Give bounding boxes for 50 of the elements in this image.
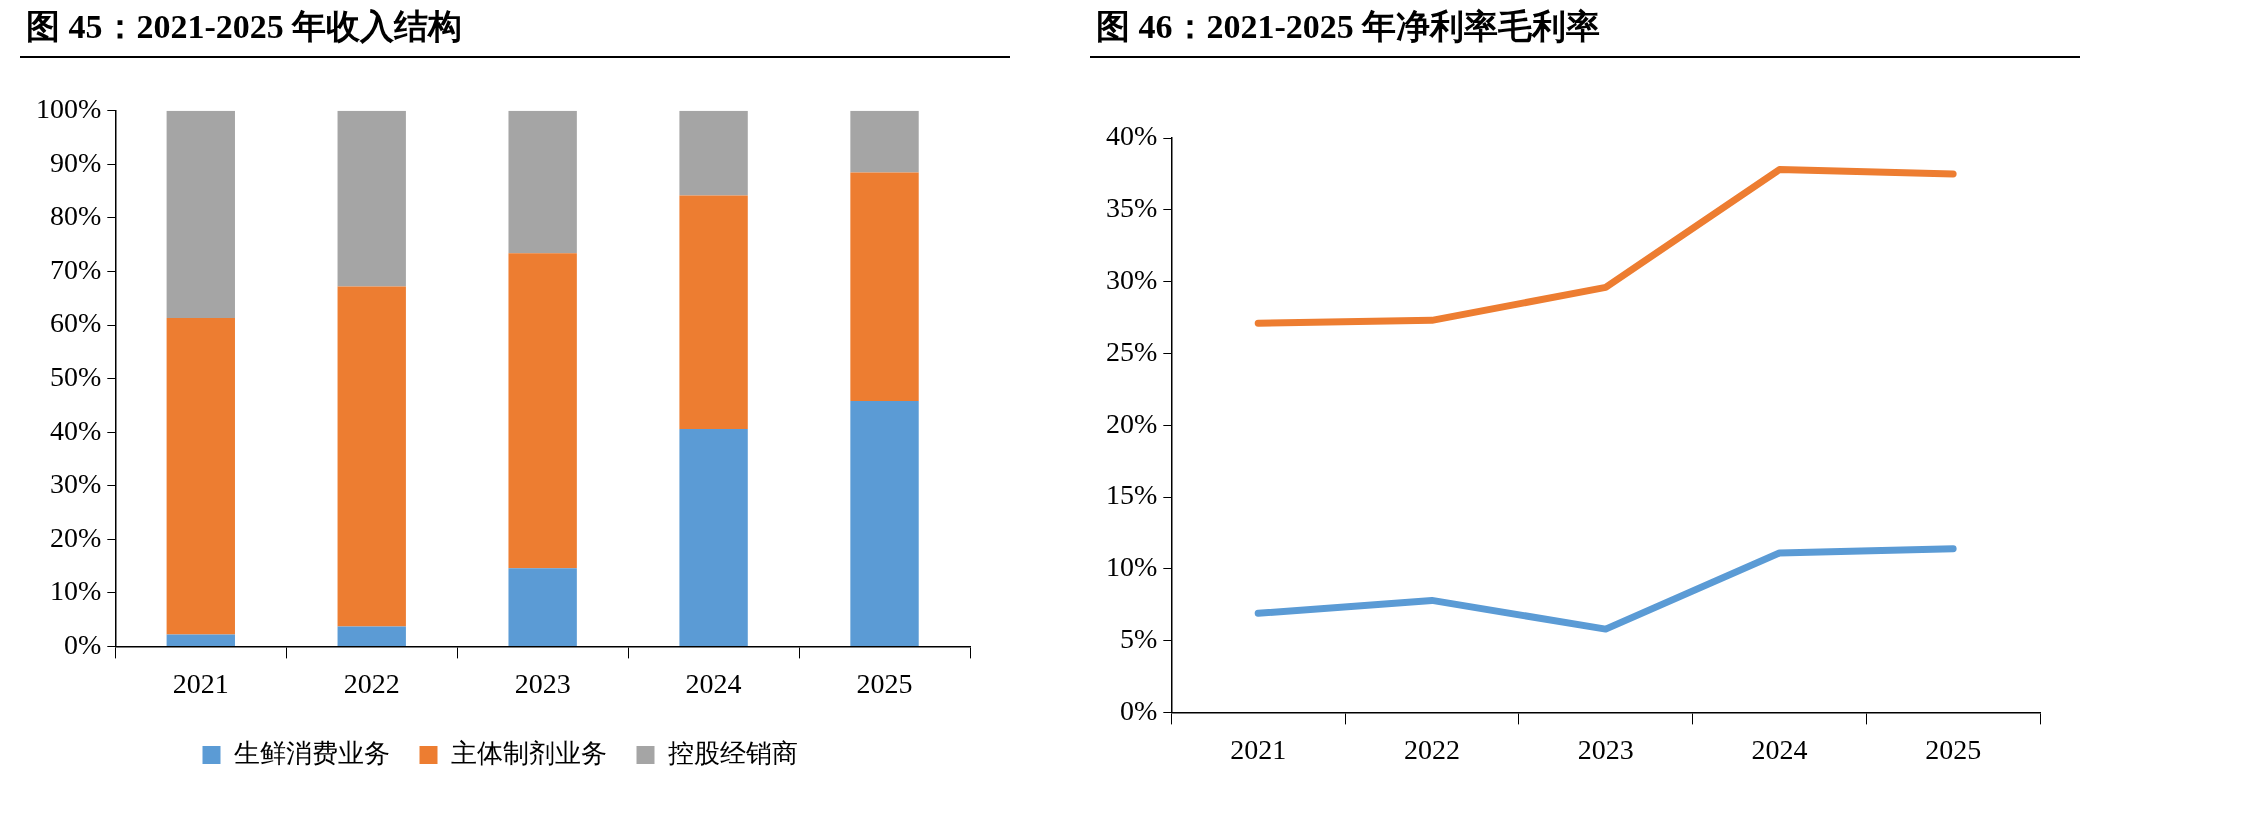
y-tick-label: 90% [50, 146, 102, 178]
y-tick-label: 25% [1106, 335, 1158, 367]
bar [337, 110, 406, 287]
bar [508, 253, 577, 569]
legend-label: 生鲜消费业务 [233, 737, 390, 768]
y-tick-label: 0% [64, 628, 102, 660]
x-tick-label: 2022 [343, 667, 400, 699]
chart-title: 图 46：2021-2025 年净利率毛利率 [1090, 0, 2080, 58]
y-tick-label: 30% [1106, 263, 1158, 295]
legend-label: 控股经销商 [667, 737, 798, 768]
y-tick-label: 10% [50, 575, 102, 607]
x-tick-label: 2025 [856, 667, 913, 699]
chart-title: 图 45：2021-2025 年收入结构 [20, 0, 1010, 58]
legend-label: 主体制剂业务 [450, 737, 607, 768]
y-tick-label: 20% [1106, 407, 1158, 439]
x-tick-label: 2024 [685, 667, 742, 699]
y-tick-label: 40% [50, 414, 102, 446]
bar [337, 286, 406, 627]
y-tick-label: 80% [50, 200, 102, 232]
y-tick-label: 40% [1106, 120, 1158, 152]
bar [679, 195, 748, 429]
bar [166, 634, 235, 646]
y-tick-label: 100% [36, 93, 102, 125]
y-tick-label: 10% [1106, 551, 1158, 583]
bar [166, 110, 235, 319]
y-tick-label: 30% [50, 468, 102, 500]
y-tick-label: 50% [50, 360, 102, 392]
x-tick-label: 2021 [1230, 733, 1287, 765]
bar [508, 568, 577, 646]
bar [166, 318, 235, 635]
x-tick-label: 2025 [1925, 733, 1982, 765]
y-tick-label: 15% [1106, 479, 1158, 511]
y-tick-label: 0% [1120, 694, 1158, 726]
x-tick-label: 2023 [514, 667, 571, 699]
bar [508, 110, 577, 254]
x-tick-label: 2021 [172, 667, 229, 699]
bar [850, 172, 919, 402]
x-tick-label: 2024 [1751, 733, 1808, 765]
x-tick-label: 2023 [1577, 733, 1634, 765]
y-tick-label: 60% [50, 307, 102, 339]
y-tick-label: 35% [1106, 192, 1158, 224]
x-tick-label: 2022 [1403, 733, 1460, 765]
bar [679, 110, 748, 196]
y-tick-label: 20% [50, 521, 102, 553]
y-tick-label: 70% [50, 253, 102, 285]
bar [850, 110, 919, 173]
bar [679, 428, 748, 646]
bar [850, 401, 919, 646]
y-tick-label: 5% [1120, 622, 1158, 654]
bar [337, 626, 406, 646]
